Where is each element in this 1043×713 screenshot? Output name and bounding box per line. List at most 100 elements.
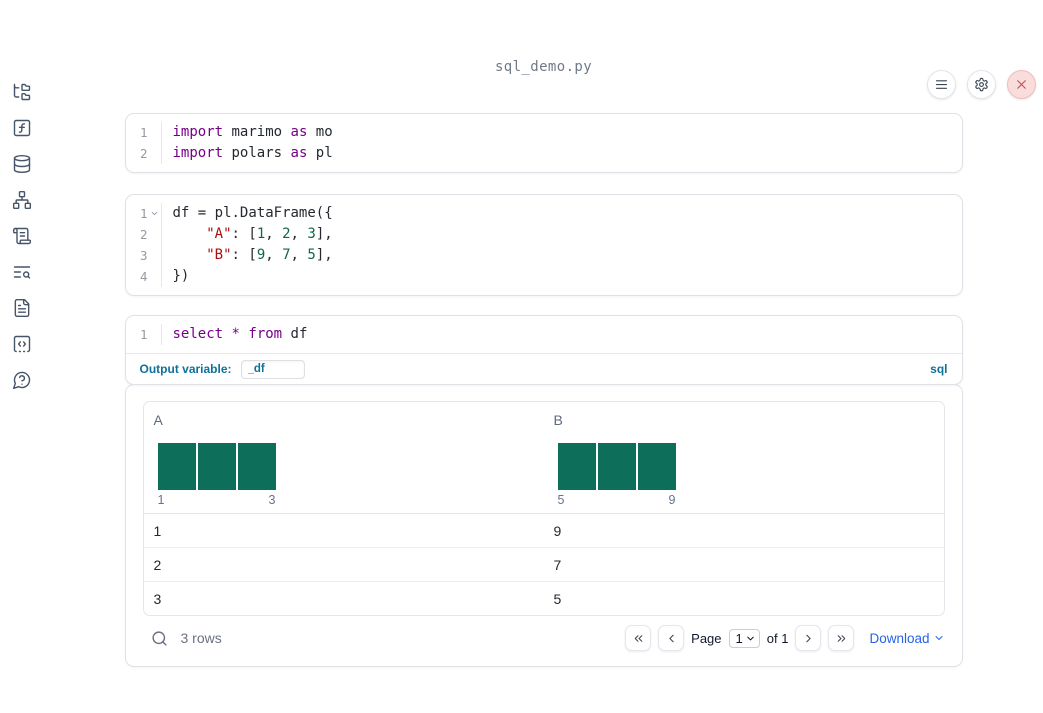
sidebar-item-snippets[interactable]: [10, 334, 34, 354]
sidebar-item-tracebacks[interactable]: [10, 262, 34, 282]
text-search-icon: [13, 266, 31, 279]
table-footer: 3 rows Page 1 of 1 Download: [143, 625, 945, 651]
folder-tree-icon: [13, 83, 31, 101]
histogram-bar: [597, 443, 636, 490]
network-icon: [12, 190, 32, 210]
histogram-bar: [637, 443, 676, 490]
line-number: 3: [126, 245, 162, 266]
code-text[interactable]: import polars as pl: [172, 145, 333, 161]
chevrons-right-icon: [837, 634, 846, 642]
output-variable-input[interactable]: [240, 359, 305, 379]
sidebar-item-logs[interactable]: [10, 226, 34, 246]
next-page-button[interactable]: [795, 625, 822, 651]
scroll-text-icon: [12, 227, 32, 245]
table-cell: 1: [153, 522, 162, 539]
prev-page-button[interactable]: [658, 625, 685, 651]
column-name: A: [153, 412, 163, 428]
page-total: of 1: [766, 630, 789, 646]
code-line: 1 df = pl.DataFrame({: [126, 203, 962, 224]
chevron-down-icon: [935, 636, 942, 640]
code-text[interactable]: import marimo as mo: [172, 124, 333, 140]
code-text[interactable]: "B": [9, 7, 5],: [206, 247, 333, 263]
table-cell: 7: [553, 556, 562, 573]
chevrons-left-icon: [634, 634, 642, 642]
sidebar-item-datasources[interactable]: [10, 154, 34, 174]
shutdown-button[interactable]: [1007, 70, 1036, 99]
sidebar-item-variables[interactable]: [10, 118, 34, 138]
menu-button[interactable]: [927, 70, 956, 99]
first-page-button[interactable]: [625, 625, 652, 651]
histogram-bar: [557, 443, 596, 490]
sql-cell-footer: Output variable: sql: [125, 353, 962, 384]
code-square-icon: [13, 335, 31, 353]
database-icon: [13, 154, 31, 174]
line-number: 1: [126, 122, 162, 143]
download-label: Download: [869, 630, 930, 646]
fold-toggle[interactable]: [148, 207, 161, 220]
code-text[interactable]: }): [172, 268, 190, 284]
sidebar-item-dependencies[interactable]: [10, 190, 34, 210]
last-page-button[interactable]: [828, 625, 855, 651]
table-cell: 2: [153, 556, 162, 573]
chevron-right-icon: [806, 634, 811, 642]
code-line: 2 "A": [1, 2, 3],: [126, 224, 962, 245]
search-icon: [152, 630, 167, 646]
code-line: 1 select * from df: [126, 324, 962, 345]
pagination: Page 1 of 1 Download: [625, 625, 944, 651]
histogram-bar: [237, 443, 276, 490]
table-cell: 3: [153, 590, 162, 607]
settings-icon: [975, 77, 988, 92]
cell-dataframe[interactable]: 1 df = pl.DataFrame({ 2 "A": [1, 2, 3], 3 "…: [124, 194, 963, 296]
menu-icon: [935, 80, 948, 89]
cell-sql[interactable]: 1 select * from df Output variable: sql: [124, 315, 963, 385]
code-line: 2 import polars as pl: [126, 143, 962, 164]
topbar-actions: [927, 70, 1036, 99]
code-text[interactable]: "A": [1, 2, 3],: [206, 226, 333, 242]
sidebar: [0, 59, 44, 713]
sidebar-item-documentation[interactable]: [10, 298, 34, 318]
sql-language-badge: sql: [930, 362, 948, 376]
row-count: 3 rows: [180, 630, 222, 646]
output-variable-label: Output variable:: [139, 362, 232, 376]
sidebar-item-file-explorer[interactable]: [10, 82, 34, 102]
line-number: 2: [126, 143, 162, 164]
histogram-bar: [197, 443, 236, 490]
page-label: Page: [691, 630, 722, 646]
notebook: sql_demo.py 1 import marimo as mo 2 import …: [44, 59, 1043, 667]
line-number: 1: [126, 324, 162, 345]
column-name: B: [553, 412, 563, 428]
chevron-down-icon: [747, 636, 754, 640]
page-select[interactable]: 1: [728, 628, 760, 648]
code-text[interactable]: df = pl.DataFrame({: [172, 205, 333, 221]
sidebar-item-help[interactable]: [10, 370, 34, 390]
code-text[interactable]: select * from df: [172, 326, 308, 342]
line-number: 4: [126, 266, 162, 287]
notebook-filename: sql_demo.py: [494, 59, 593, 75]
chevron-down-icon: [151, 211, 157, 216]
download-button[interactable]: Download: [869, 631, 944, 646]
function-square-icon: [13, 119, 31, 137]
table-cell: 5: [553, 590, 562, 607]
settings-button[interactable]: [967, 70, 996, 99]
code-line: 1 import marimo as mo: [126, 122, 962, 143]
histogram-bar: [157, 443, 196, 490]
x-icon: [1017, 80, 1026, 89]
search-button[interactable]: [148, 626, 172, 650]
page-value: 1: [735, 630, 743, 646]
marimo-app: sql_demo.py 1 import marimo as mo 2 import …: [0, 59, 1043, 667]
help-circle-icon: [12, 371, 31, 390]
cell-imports[interactable]: 1 import marimo as mo 2 import polars as pl: [124, 113, 963, 173]
line-number: 1: [126, 203, 162, 224]
